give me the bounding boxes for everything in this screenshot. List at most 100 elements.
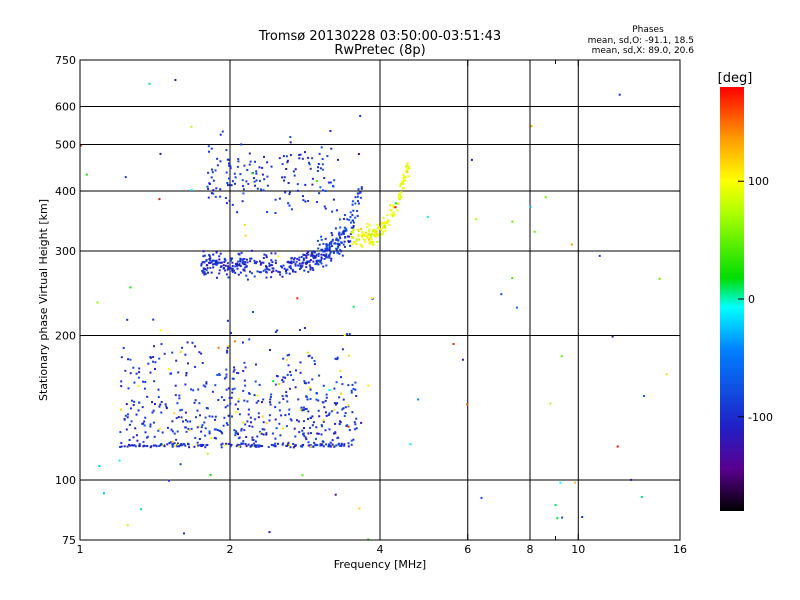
echo-point: [314, 444, 317, 447]
echo-point: [392, 211, 395, 214]
echo-point: [269, 398, 272, 401]
echo-point: [402, 182, 405, 185]
echo-point: [190, 427, 193, 430]
echo-point: [192, 389, 195, 392]
echo-point: [332, 251, 335, 254]
echo-point: [124, 176, 127, 179]
echo-point: [313, 359, 316, 362]
echo-point: [341, 348, 344, 351]
y-tick-label: 200: [55, 330, 76, 343]
echo-point: [319, 260, 322, 263]
echo-point: [259, 263, 262, 266]
echo-point: [371, 240, 374, 243]
echo-point: [305, 252, 308, 255]
colorbar-tick-label: -100: [748, 411, 773, 424]
echo-point: [177, 443, 180, 446]
echo-point: [262, 433, 265, 436]
echo-point: [343, 218, 345, 220]
echo-point: [354, 388, 357, 391]
echo-point: [248, 392, 251, 395]
echo-point: [236, 267, 239, 270]
echo-point: [134, 427, 137, 430]
echo-point: [171, 420, 174, 423]
echo-point: [347, 442, 350, 445]
echo-point: [126, 318, 129, 321]
echo-point: [232, 370, 235, 373]
x-tick-label: 16: [673, 543, 687, 556]
echo-point: [317, 252, 320, 255]
echo-point: [344, 230, 347, 233]
echo-point: [285, 270, 287, 273]
echo-point: [242, 261, 244, 264]
echo-point: [328, 444, 331, 447]
echo-point: [336, 356, 339, 359]
echo-point: [317, 263, 320, 266]
echo-point: [214, 261, 217, 264]
echo-point: [255, 172, 258, 175]
echo-point: [364, 231, 367, 234]
echo-point: [233, 269, 235, 272]
echo-point: [272, 444, 275, 447]
echo-point: [120, 356, 123, 359]
echo-point: [144, 431, 147, 434]
echo-point: [218, 258, 221, 261]
echo-point: [297, 420, 300, 423]
echo-point: [289, 261, 292, 264]
echo-point: [191, 341, 194, 344]
echo-point: [291, 268, 294, 271]
echo-point: [351, 200, 354, 203]
echo-point: [221, 432, 224, 435]
echo-point: [204, 268, 206, 270]
echo-point: [152, 360, 154, 363]
echo-point: [187, 443, 190, 446]
echo-point: [119, 431, 122, 434]
echo-point: [254, 184, 256, 187]
echo-point: [271, 444, 274, 446]
echo-point: [388, 224, 391, 226]
echo-point: [266, 161, 269, 164]
echo-point: [269, 349, 271, 351]
echo-point: [206, 267, 209, 270]
echo-point: [245, 445, 248, 448]
echo-point: [404, 176, 407, 179]
echo-point: [299, 153, 302, 156]
echo-point: [307, 200, 310, 202]
echo-point: [224, 259, 227, 262]
echo-point: [284, 376, 286, 379]
echo-point: [144, 381, 147, 383]
echo-point: [402, 179, 405, 182]
echo-point: [270, 252, 273, 255]
echo-point: [311, 356, 314, 359]
echo-point: [286, 444, 289, 447]
echo-point: [272, 270, 275, 273]
echo-point: [384, 229, 387, 232]
echo-point: [309, 268, 312, 271]
echo-point: [351, 214, 354, 217]
echo-point: [241, 179, 244, 182]
echo-point: [325, 411, 327, 414]
echo-point: [320, 146, 323, 149]
echo-point: [289, 446, 292, 449]
echo-point: [184, 426, 187, 429]
echo-point: [344, 227, 347, 230]
echo-point: [225, 202, 228, 205]
echo-point: [334, 493, 337, 496]
echo-point: [205, 407, 208, 409]
echo-point: [288, 408, 291, 411]
echo-point: [321, 425, 323, 428]
echo-point: [357, 233, 360, 236]
echo-point: [287, 441, 290, 444]
echo-point: [265, 422, 268, 425]
echo-point: [363, 238, 366, 241]
echo-point: [334, 422, 337, 425]
echo-point: [640, 496, 643, 498]
echo-point: [351, 411, 354, 414]
echo-point: [309, 398, 312, 400]
echo-point: [281, 275, 284, 278]
echo-point: [209, 437, 212, 440]
echo-point: [282, 380, 285, 383]
echo-point: [214, 263, 217, 266]
echo-point: [301, 474, 304, 477]
echo-point: [324, 255, 327, 257]
echo-point: [219, 133, 222, 136]
